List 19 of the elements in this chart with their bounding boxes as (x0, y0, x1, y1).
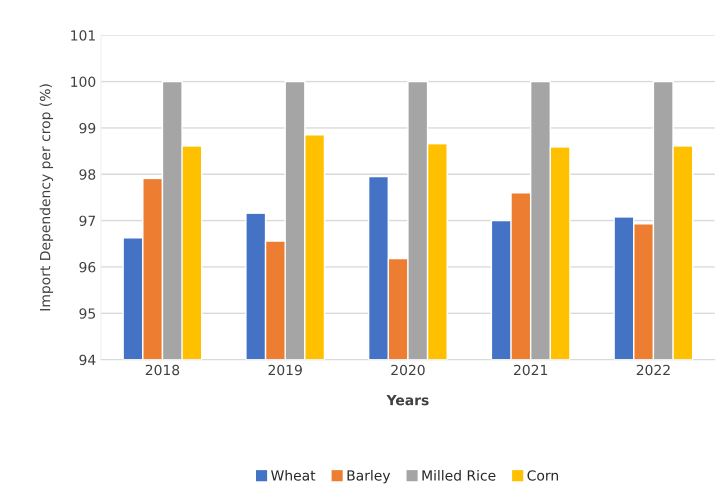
y-tick-label: 97 (79, 216, 96, 226)
legend-label: Wheat (271, 470, 316, 481)
x-tick-label: 2020 (391, 364, 425, 376)
legend-label: Barley (348, 470, 390, 484)
y-tick-label: 100 (71, 76, 96, 88)
y-axis-title: Import Dependency per crop (%) (40, 84, 54, 310)
y-tick-label: 95 (79, 308, 96, 319)
x-tick-label: 2019 (268, 364, 302, 376)
legend-label: Corn (527, 470, 558, 481)
y-tick-label: 96 (79, 262, 96, 272)
x-tick-label: 2022 (636, 364, 670, 376)
y-tick-label: 99 (79, 122, 96, 134)
legend-label: Milled Rice (422, 470, 496, 481)
x-tick-label: 2021 (514, 364, 548, 376)
y-tick-label: 101 (71, 30, 95, 41)
x-axis-title: Years (386, 395, 429, 406)
y-tick-label: 94 (79, 354, 96, 366)
y-tick-label: 98 (79, 169, 96, 180)
x-tick-label: 2018 (146, 364, 180, 376)
